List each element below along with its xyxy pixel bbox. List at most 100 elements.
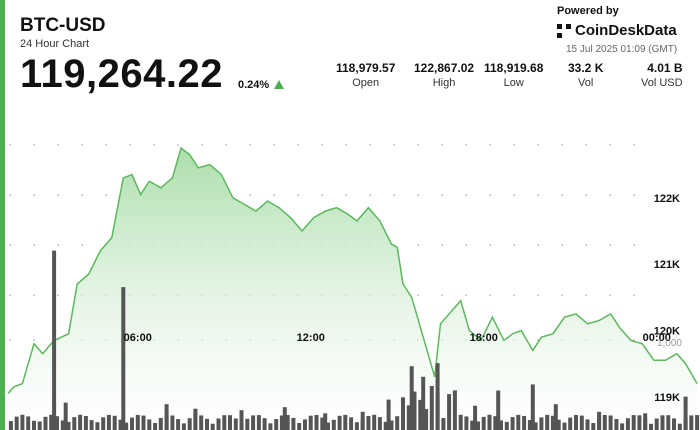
grid-dot [609,144,611,146]
volume-bar [452,390,457,430]
volume-bar [522,416,527,430]
volume-bar [406,405,411,430]
volume-bar [233,418,238,430]
volume-bar [32,420,36,430]
grid-dot [465,294,467,296]
volume-bar [377,417,382,430]
brand-logo[interactable]: CoinDeskData [557,22,677,39]
grid-dot [57,194,59,196]
grid-dot [273,194,275,196]
grid-dot [633,294,635,296]
grid-dot [441,244,443,246]
volume-bar [643,413,648,430]
volume-bar [458,414,463,430]
volume-bar [279,415,284,430]
volume-bar [141,415,146,430]
volume-bar [314,415,319,430]
stat-label: Open [352,77,380,89]
volume-bar [187,418,192,430]
stat-value: 118,919.68 [484,61,544,75]
grid-dot [633,194,635,196]
volume-bar [26,416,31,430]
grid-dot [585,144,587,146]
grid-dot [321,194,323,196]
stat-vol: 33.2 K Vol [568,61,603,89]
volume-bar [496,390,501,430]
grid-dot [81,244,83,246]
volume-bar [308,415,313,430]
volume-bar [349,417,354,430]
volume-bar [251,415,256,430]
volume-axis-label: 1,000 [657,338,682,349]
volume-bar [101,417,106,430]
volume-bar [649,423,653,430]
grid-dot [345,194,347,196]
volume-bar [216,418,221,430]
volume-bar [262,418,267,430]
y-tick-label: 121K [654,259,680,271]
volume-bar [153,423,158,430]
grid-dot [513,294,515,296]
volume-bar [228,415,232,430]
volume-bar [118,419,123,430]
timestamp: 15 Jul 2025 01:09 (GMT) [566,44,678,55]
volume-bar [222,415,227,430]
volume-bar [386,399,391,430]
volume-bar [429,386,434,430]
volume-bar [43,416,48,430]
volume-bar [297,423,302,430]
volume-bar [366,416,371,430]
grid-dot [585,194,587,196]
x-tick-label: 18:00 [470,332,498,344]
volume-bar [568,417,573,430]
stat-label: Vol USD [641,77,683,89]
grid-dot [513,194,515,196]
grid-dot [561,294,563,296]
stat-vol-usd: 4.01 B Vol USD [641,61,683,89]
volume-bar [464,416,469,430]
volume-bar [14,416,19,430]
volume-bar [677,423,682,430]
volume-bar [130,417,134,430]
volume-bar [441,418,446,430]
grid-dot [9,244,11,246]
volume-bar [20,414,25,430]
volume-bar [637,415,642,430]
volume-bar [574,415,578,430]
grid-dot [417,294,419,296]
price-area [8,148,698,430]
stat-value: 33.2 K [568,61,604,75]
volume-bar [83,416,88,430]
grid-dot [9,144,11,146]
y-tick-label: 120K [654,325,680,337]
volume-bar [421,376,426,430]
grid-dot [393,144,395,146]
volume-bar [447,394,452,430]
volume-bar [504,421,509,430]
volume-bar [354,422,359,430]
grid-dot [81,144,83,146]
volume-bar [239,410,244,430]
volume-bar [63,402,68,430]
volume-bar [303,419,307,430]
grid-dot [57,144,59,146]
grid-dot [417,194,419,196]
grid-dot [537,244,539,246]
volume-bar [470,420,475,430]
y-tick-label: 119K [654,392,680,404]
grid-dot [225,144,227,146]
volume-bar [164,404,169,430]
volume-bar [372,414,377,430]
volume-bar [689,415,694,430]
volume-bar [510,417,515,430]
grid-dot [609,194,611,196]
grid-dot [33,194,35,196]
grid-dot [489,244,491,246]
grid-dot [105,144,107,146]
grid-dot [441,194,443,196]
volume-bar [268,423,273,430]
volume-bar [274,419,279,430]
volume-bar [695,415,700,430]
price-line [7,146,698,394]
volume-bar [66,421,71,430]
